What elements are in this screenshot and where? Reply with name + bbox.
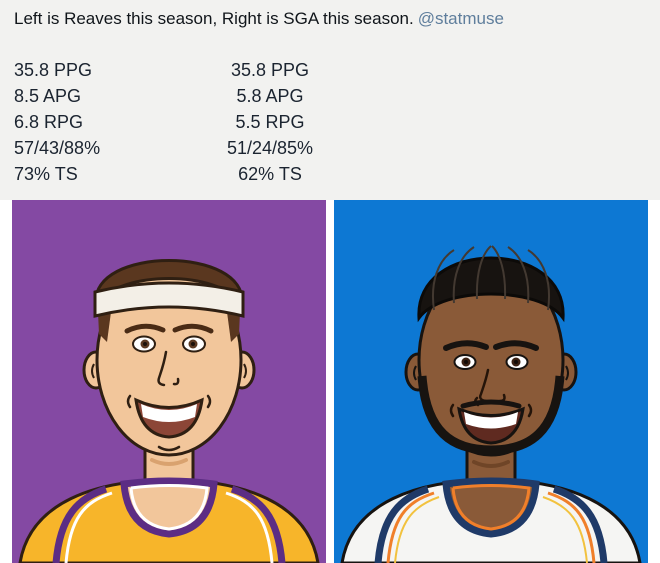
stats-comparison: 35.8 PPG 8.5 APG 6.8 RPG 57/43/88% 73% T… bbox=[0, 57, 660, 189]
beard bbox=[417, 375, 565, 455]
sga-jersey bbox=[340, 477, 642, 563]
stat-line-right-rpg: 5.5 RPG bbox=[235, 112, 305, 132]
reaves-face bbox=[124, 323, 214, 466]
headband bbox=[93, 281, 245, 318]
reaves-jersey bbox=[18, 477, 320, 563]
sga-face bbox=[417, 340, 565, 468]
stats-right-column: 35.8 PPG 5.8 APG 5.5 RPG 51/24/85% 62% T… bbox=[224, 57, 316, 187]
stat-line-left-ts: 73% TS bbox=[14, 164, 78, 184]
stat-line-left-ppg: 35.8 PPG bbox=[14, 60, 93, 80]
stat-line-right-ts: 62% TS bbox=[238, 164, 302, 184]
stat-line-left-apg: 8.5 APG bbox=[14, 86, 82, 106]
statmuse-handle-link[interactable]: @statmuse bbox=[417, 9, 504, 28]
reaves-illustration[interactable] bbox=[12, 200, 326, 563]
stat-line-right-apg: 5.8 APG bbox=[236, 86, 304, 106]
sga-cartoon bbox=[340, 245, 642, 563]
stat-line-right-ppg: 35.8 PPG bbox=[230, 60, 310, 80]
reaves-head bbox=[93, 259, 245, 457]
stat-line-left-splits: 57/43/88% bbox=[14, 138, 101, 158]
mustache bbox=[460, 399, 522, 409]
image-attachment bbox=[0, 200, 660, 563]
sga-head bbox=[417, 245, 565, 457]
caption: Left is Reaves this season, Right is SGA… bbox=[14, 7, 504, 30]
stat-line-right-splits: 51/24/85% bbox=[226, 138, 314, 158]
stat-line-left-rpg: 6.8 RPG bbox=[14, 112, 84, 132]
sga-illustration[interactable] bbox=[334, 200, 648, 563]
reaves-cartoon bbox=[18, 259, 320, 563]
braided-hair bbox=[417, 256, 565, 323]
caption-text: Left is Reaves this season, Right is SGA… bbox=[14, 9, 414, 28]
stats-left-column: 35.8 PPG 8.5 APG 6.8 RPG 57/43/88% 73% T… bbox=[14, 57, 100, 187]
